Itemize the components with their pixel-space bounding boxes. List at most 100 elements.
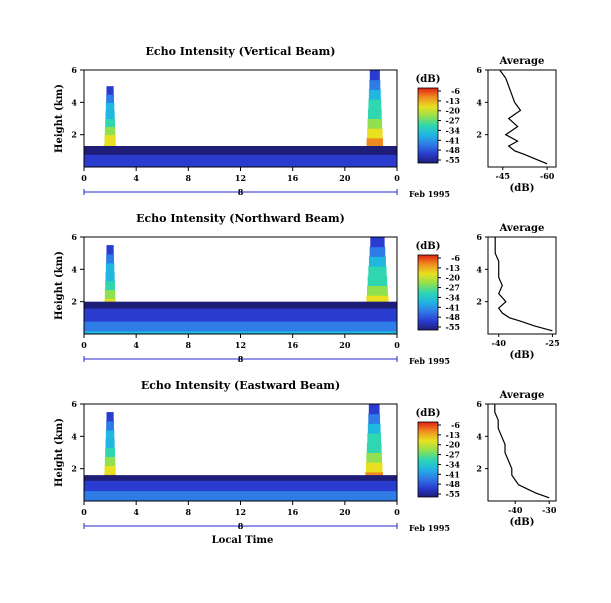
colorbar-tick-label: -48 bbox=[446, 312, 461, 322]
date-suffix: Feb 1995 bbox=[409, 356, 450, 366]
x-tick-label: 0 bbox=[81, 507, 87, 517]
y-axis-label: Height (km) bbox=[54, 418, 65, 487]
heatmap-cell bbox=[84, 477, 397, 481]
date-suffix: Feb 1995 bbox=[409, 189, 450, 199]
colorbar bbox=[417, 87, 439, 164]
x-tick-label: 0 bbox=[81, 340, 87, 350]
x-tick-label: 4 bbox=[133, 173, 139, 183]
average-x-tick-label: -25 bbox=[545, 338, 559, 348]
x-tick-label: 12 bbox=[235, 507, 246, 517]
heatmap-cell bbox=[84, 490, 397, 494]
colorbar-tick-label: -13 bbox=[446, 430, 461, 440]
heatmap-cell bbox=[367, 118, 383, 129]
heatmap-cell bbox=[105, 280, 115, 291]
heatmap-cell bbox=[368, 266, 387, 277]
heatmap-cell bbox=[369, 79, 381, 90]
heatmap-cell bbox=[368, 99, 382, 110]
colorbar-tick-label: -34 bbox=[446, 459, 461, 469]
date-label: 8 bbox=[238, 187, 244, 197]
colorbar-tick-label: -20 bbox=[446, 273, 461, 283]
x-tick-label: 12 bbox=[235, 173, 246, 183]
heatmap-cell bbox=[105, 438, 115, 449]
heatmap-cell bbox=[366, 137, 384, 149]
date-label: 8 bbox=[238, 354, 244, 364]
x-tick-label: 20 bbox=[339, 173, 351, 183]
average-x-label: (dB) bbox=[510, 517, 535, 528]
y-tick-label: 4 bbox=[71, 97, 77, 107]
heatmap-cell bbox=[106, 253, 114, 264]
heatmap-cell bbox=[84, 475, 397, 479]
x-tick-label: 8 bbox=[186, 173, 192, 183]
heatmap-cell bbox=[104, 134, 116, 144]
heatmap-cell bbox=[84, 321, 397, 325]
average-title: Average bbox=[499, 223, 545, 234]
colorbar bbox=[417, 421, 439, 498]
average-y-tick-label: 6 bbox=[476, 65, 482, 75]
heatmap-cell bbox=[84, 317, 397, 322]
heatmap-cell bbox=[105, 271, 115, 282]
heatmap-cell bbox=[366, 295, 389, 306]
heatmap-cell bbox=[366, 442, 382, 453]
heatmap-cell bbox=[84, 324, 397, 329]
average-profile-line bbox=[499, 69, 548, 165]
heatmap-cell bbox=[84, 164, 397, 168]
average-x-tick-label: -40 bbox=[492, 338, 507, 348]
heatmap-cell bbox=[84, 148, 397, 151]
x-tick-label: 16 bbox=[287, 173, 299, 183]
heatmap-cell bbox=[105, 118, 115, 128]
average-y-tick-label: 6 bbox=[476, 232, 482, 242]
heatmap-cell bbox=[106, 420, 114, 431]
heatmap-cell bbox=[84, 162, 397, 166]
colorbar-tick-label: -55 bbox=[446, 155, 460, 165]
x-tick-label: 0 bbox=[81, 173, 87, 183]
heatmap bbox=[84, 404, 397, 502]
average-y-tick-label: 2 bbox=[476, 297, 482, 307]
colorbar-tick-label: -34 bbox=[446, 292, 461, 302]
colorbar-tick-label: -48 bbox=[446, 479, 461, 489]
average-x-tick-label: -40 bbox=[508, 505, 523, 515]
heatmap-cell bbox=[105, 447, 115, 458]
y-tick-label: 6 bbox=[71, 65, 77, 75]
heatmap bbox=[84, 237, 397, 335]
heatmap-cell bbox=[84, 158, 397, 162]
x-tick-label: 20 bbox=[339, 507, 351, 517]
x-tick-label: 16 bbox=[287, 507, 299, 517]
y-tick-label: 4 bbox=[71, 431, 77, 441]
colorbar-tick-label: -6 bbox=[451, 253, 460, 263]
x-tick-label: 8 bbox=[186, 507, 192, 517]
average-y-tick-label: 4 bbox=[476, 97, 482, 107]
average-y-tick-label: 2 bbox=[476, 464, 482, 474]
average-x-tick-label: -30 bbox=[542, 505, 557, 515]
average-title: Average bbox=[499, 390, 545, 401]
heatmap-cell bbox=[84, 480, 397, 484]
y-tick-label: 6 bbox=[71, 399, 77, 409]
heatmap-cell bbox=[84, 482, 397, 486]
average-x-tick-label: -60 bbox=[540, 171, 555, 181]
heatmap-cell bbox=[105, 429, 115, 440]
x-tick-label: 0 bbox=[394, 507, 400, 517]
colorbar-tick-label: -13 bbox=[446, 96, 461, 106]
y-tick-label: 4 bbox=[71, 264, 77, 274]
colorbar-tick-label: -41 bbox=[446, 302, 460, 312]
heatmap bbox=[84, 70, 397, 168]
heatmap-cell bbox=[369, 246, 386, 257]
heatmap-cell bbox=[369, 70, 380, 81]
heatmap-cell bbox=[370, 237, 385, 248]
colorbar-tick-label: -34 bbox=[446, 125, 461, 135]
average-x-label: (dB) bbox=[510, 183, 535, 194]
x-tick-label: 16 bbox=[287, 340, 299, 350]
x-tick-label: 4 bbox=[133, 340, 139, 350]
heatmap-cell bbox=[84, 485, 397, 489]
heatmap-cell bbox=[84, 150, 397, 153]
average-frame bbox=[487, 236, 557, 335]
heatmap-cell bbox=[366, 452, 383, 463]
colorbar-tick-label: -55 bbox=[446, 489, 460, 499]
heatmap-cell bbox=[106, 245, 114, 255]
y-axis-label: Height (km) bbox=[54, 251, 65, 320]
y-tick-label: 6 bbox=[71, 232, 77, 242]
average-title: Average bbox=[499, 56, 545, 67]
x-tick-label: 8 bbox=[186, 340, 192, 350]
colorbar-tick-label: -27 bbox=[446, 283, 460, 293]
